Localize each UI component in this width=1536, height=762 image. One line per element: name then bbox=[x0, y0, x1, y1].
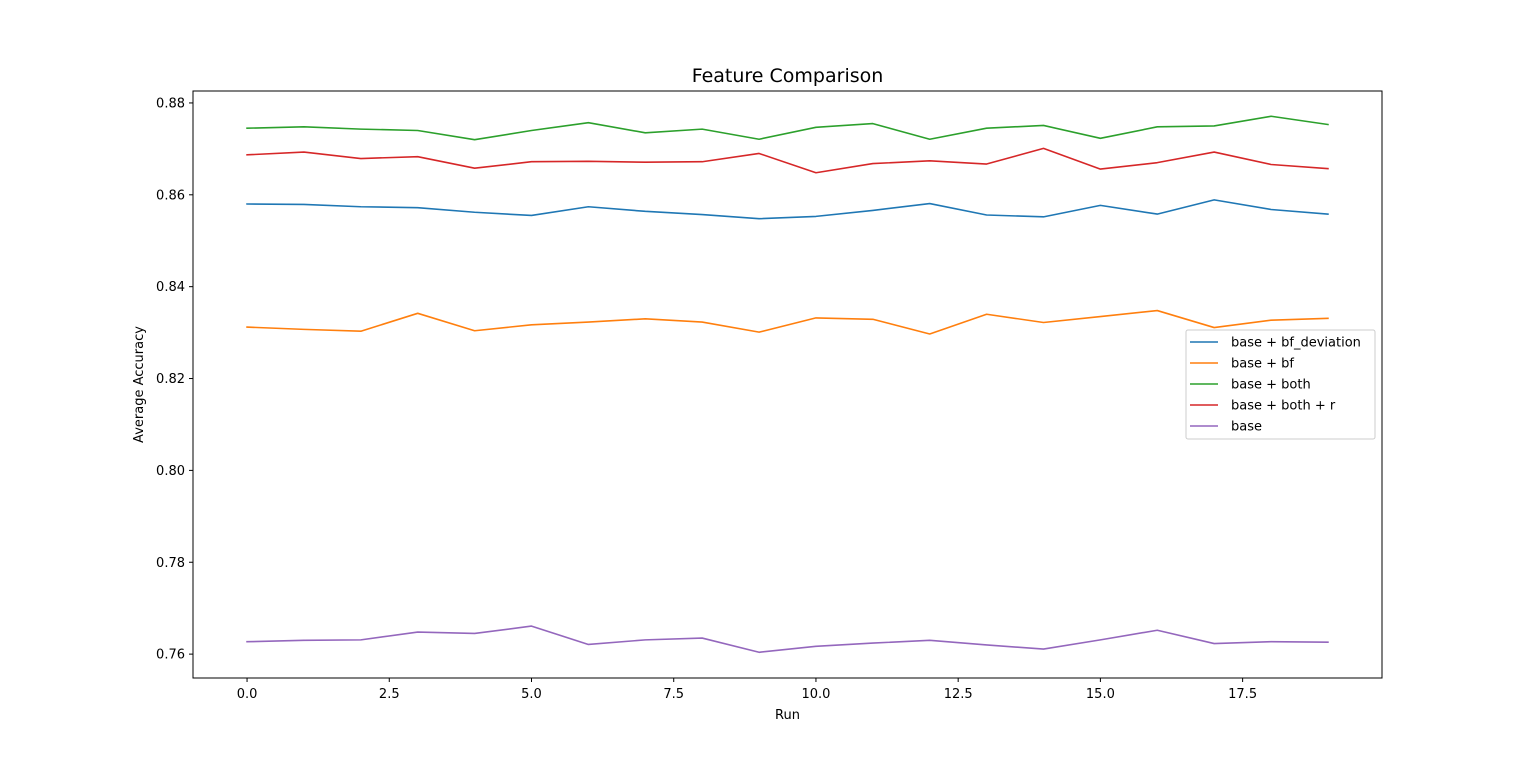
series-layer bbox=[246, 115, 1329, 654]
y-axis-label: Average Accuracy bbox=[132, 326, 147, 443]
legend-box bbox=[1185, 329, 1376, 440]
legend-label-2: base + both bbox=[1231, 378, 1311, 393]
series-line-2 bbox=[246, 115, 1329, 141]
series-line-3 bbox=[246, 147, 1329, 174]
legend-label-0: base + bf_deviation bbox=[1231, 336, 1361, 351]
chart-title: Feature Comparison bbox=[692, 65, 884, 87]
y-tick-label: 0.80 bbox=[156, 464, 185, 479]
x-tick-label: 12.5 bbox=[944, 687, 973, 702]
x-tick-label: 2.5 bbox=[379, 687, 400, 702]
x-tick-label: 0.0 bbox=[237, 687, 258, 702]
legend-label-3: base + both + r bbox=[1231, 399, 1336, 414]
x-tick-label: 15.0 bbox=[1086, 687, 1115, 702]
x-axis: 0.0 2.5 5.0 7.5 10.0 12.5 15.0 17.5 bbox=[237, 678, 1257, 702]
legend-label-4: base bbox=[1231, 420, 1262, 435]
series-line-4 bbox=[246, 625, 1329, 654]
x-tick-label: 7.5 bbox=[663, 687, 684, 702]
x-tick-label: 17.5 bbox=[1228, 687, 1257, 702]
y-axis: 0.76 0.78 0.80 0.82 0.84 0.86 0.88 bbox=[156, 96, 193, 663]
x-axis-label: Run bbox=[775, 708, 800, 723]
y-tick-label: 0.88 bbox=[156, 96, 185, 111]
series-line-1 bbox=[246, 309, 1329, 335]
y-tick-label: 0.76 bbox=[156, 648, 185, 663]
y-tick-label: 0.86 bbox=[156, 188, 185, 203]
y-tick-label: 0.84 bbox=[156, 280, 185, 295]
y-tick-label: 0.78 bbox=[156, 556, 185, 571]
x-tick-label: 5.0 bbox=[521, 687, 542, 702]
series-line-0 bbox=[246, 199, 1329, 220]
x-tick-label: 10.0 bbox=[801, 687, 830, 702]
legend-label-1: base + bf bbox=[1231, 357, 1294, 372]
y-tick-label: 0.82 bbox=[156, 372, 185, 387]
plot-frame bbox=[192, 90, 1383, 679]
